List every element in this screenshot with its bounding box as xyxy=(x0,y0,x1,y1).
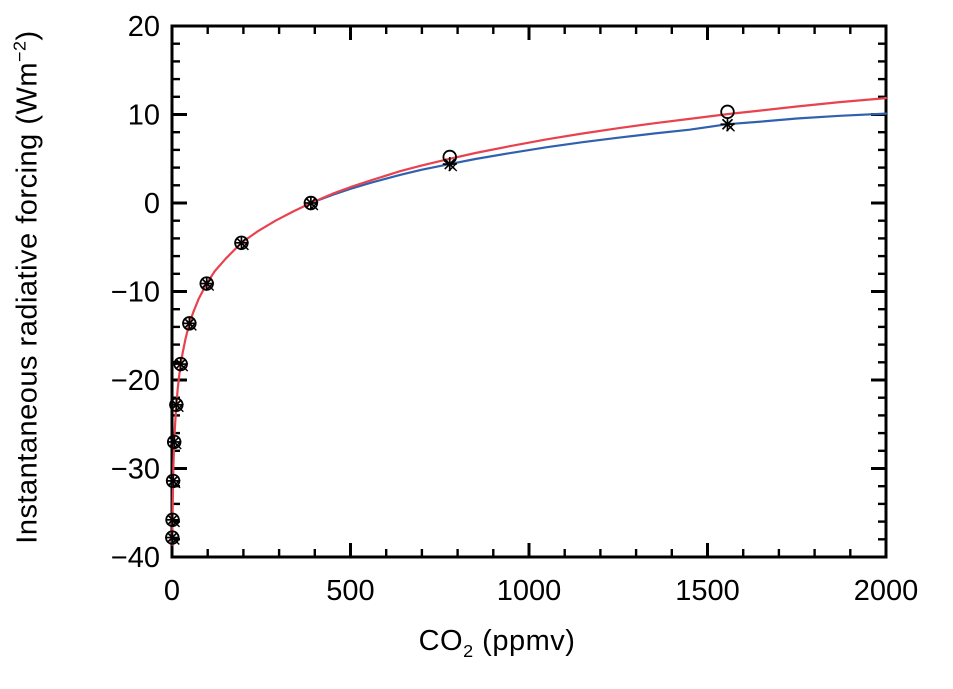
circle-marker xyxy=(442,149,457,165)
x-axis-title-subscript: 2 xyxy=(463,640,474,661)
cross-marker xyxy=(448,162,458,172)
circle-marker xyxy=(182,316,197,331)
circle-marker xyxy=(199,276,214,291)
y-tick-label: 20 xyxy=(128,11,160,43)
y-axis-title: Instantaneous radiative forcing (Wm−2) xyxy=(10,30,45,543)
blue-model-curve xyxy=(309,112,888,205)
x-tick-label: 500 xyxy=(326,575,374,607)
circle-marker xyxy=(165,473,181,489)
x-tick-label: 1000 xyxy=(497,575,562,607)
y-tick-label: −30 xyxy=(111,454,160,486)
circle-marker xyxy=(234,235,249,251)
circle-marker xyxy=(303,195,319,211)
y-tick-label: 0 xyxy=(144,188,160,220)
y-tick-label: −10 xyxy=(111,277,160,309)
circle-marker xyxy=(165,530,180,545)
x-axis-title: CO2 (ppmv) xyxy=(419,625,576,662)
red-model-curve xyxy=(171,96,888,546)
circle-marker xyxy=(720,104,735,120)
y-axis-title-close: ) xyxy=(11,30,44,41)
x-tick-label: 2000 xyxy=(854,575,919,607)
y-tick-label: 10 xyxy=(128,100,160,132)
x-tick-label: 0 xyxy=(164,575,180,607)
x-axis-title-close: (ppmv) xyxy=(473,625,576,657)
y-axis-title-superscript: −2 xyxy=(9,40,30,62)
circle-marker xyxy=(169,397,184,412)
x-tick-label: 1500 xyxy=(675,575,740,607)
y-tick-label: −20 xyxy=(111,365,160,397)
plot-frame xyxy=(170,24,888,559)
circle-marker xyxy=(166,434,182,450)
cross-marker xyxy=(725,122,735,132)
y-axis-title-text: Instantaneous radiative forcing (Wm xyxy=(11,61,44,544)
circle-marker xyxy=(173,356,188,372)
circle-marker xyxy=(165,512,180,528)
y-tick-label: −40 xyxy=(111,542,160,574)
x-axis-title-text: CO xyxy=(418,625,464,657)
